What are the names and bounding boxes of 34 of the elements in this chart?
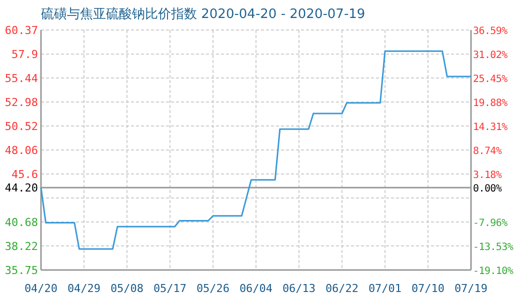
- x-tick-label: 05/17: [153, 282, 187, 295]
- x-tick-label: 05/26: [196, 282, 230, 295]
- x-tick-label: 05/08: [110, 282, 144, 295]
- y-tick-label: 44.20: [4, 182, 38, 195]
- y2-tick-label: -19.10%: [473, 266, 514, 277]
- y2-tick-label: 14.31%: [473, 122, 508, 134]
- x-tick-label: 07/01: [368, 282, 402, 295]
- x-tick-label: 04/29: [67, 282, 101, 295]
- y-tick-label: 57.9: [12, 48, 38, 62]
- y2-tick-label: -7.96%: [473, 218, 508, 229]
- y-tick-label: 38.22: [4, 240, 38, 253]
- x-tick-label: 06/22: [325, 282, 359, 295]
- y2-tick-label: 3.18%: [473, 170, 502, 181]
- x-tick-label: 06/13: [282, 282, 316, 295]
- y-tick-label: 48.06: [4, 144, 38, 157]
- y2-tick-label: 31.02%: [473, 50, 508, 62]
- y-tick-label: 35.75: [4, 264, 38, 277]
- x-tick-label: 07/10: [411, 282, 445, 295]
- y2-tick-label: -13.53%: [473, 242, 514, 253]
- y-tick-label: 55.44: [4, 72, 38, 86]
- x-tick-label: 07/19: [454, 282, 488, 295]
- y-tick-label: 45.6: [12, 168, 38, 181]
- y-tick-label: 50.52: [4, 120, 38, 134]
- y-tick-label: 60.37: [4, 24, 38, 37]
- y-tick-label: 52.98: [4, 96, 38, 110]
- chart-title: 硫磺与焦亚硫酸钠比价指数 2020-04-20 - 2020-07-19: [41, 7, 366, 22]
- y2-tick-label: 25.45%: [473, 74, 508, 86]
- y-tick-label: 40.68: [4, 216, 38, 229]
- x-tick-label: 06/04: [239, 282, 273, 295]
- y2-tick-label: 8.74%: [473, 146, 502, 158]
- x-tick-label: 04/20: [24, 282, 58, 295]
- y2-tick-label: 36.59%: [473, 26, 508, 37]
- y2-tick-label: 19.88%: [473, 98, 508, 110]
- y2-tick-label: 0.00%: [473, 184, 502, 195]
